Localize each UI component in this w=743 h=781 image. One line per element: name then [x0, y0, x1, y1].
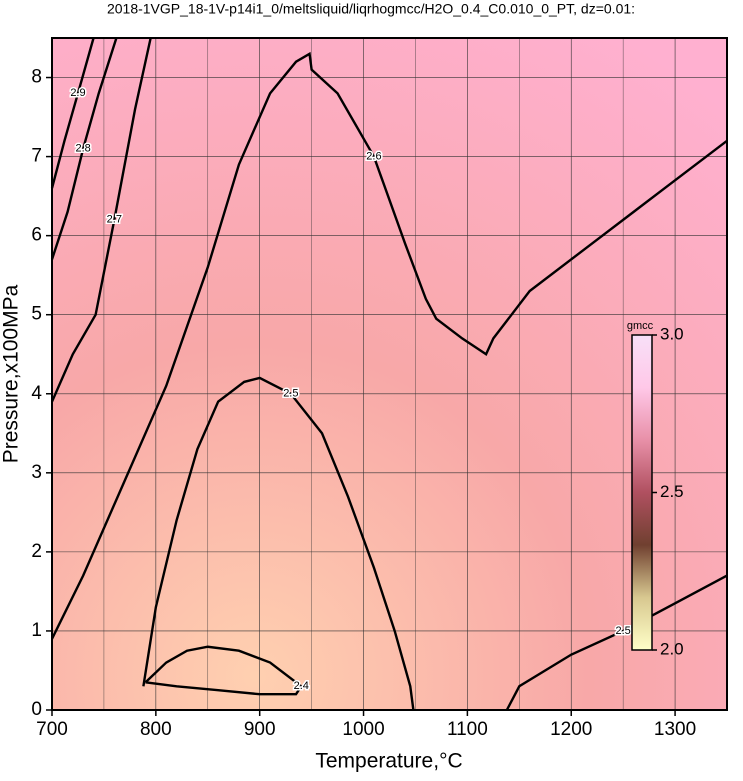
colorbar: gmcc 2.0 2.5 3.0: [627, 320, 684, 659]
x-tick-label: 1300: [654, 719, 696, 740]
plot-background: [52, 38, 727, 710]
plot-frame: [51, 37, 728, 711]
contour-label: 2.7: [107, 214, 122, 226]
contour-line: [50, 37, 118, 260]
y-tick-label: 7: [31, 146, 42, 167]
contour-label: 2.4: [294, 680, 309, 692]
y-tick-label: 5: [31, 304, 42, 325]
y-tick-label: 3: [31, 462, 42, 483]
y-tick-label: 6: [31, 225, 42, 246]
contours: 2.6 2.5 2.4 2.5 2.7 2.8 2.9: [50, 37, 728, 711]
contour-line: [50, 37, 152, 403]
contour-line: [142, 376, 415, 711]
colorbar-scale: [631, 334, 653, 651]
chart-title: 2018-1VGP_18-1V-p14i1_0/meltsliquid/liqr…: [107, 1, 635, 17]
x-tick-label: 1200: [550, 719, 592, 740]
contour-line: [144, 645, 303, 696]
y-tick-label: 2: [31, 541, 42, 562]
grid: 700 800 900 1000 1100 1200 1300 0 1 2 3 4 5 6 7 8: [31, 38, 727, 740]
contour-label: 2.8: [76, 143, 91, 155]
contour-label: 2.5: [616, 625, 631, 637]
x-tick-label: 1000: [342, 719, 384, 740]
x-tick-label: 700: [36, 719, 68, 740]
y-axis-label: Pressure,x100MPa: [0, 284, 23, 463]
contour-line: [50, 51, 728, 640]
x-tick-label: 1100: [447, 719, 488, 740]
contour-label: 2.5: [283, 388, 298, 400]
y-tick-label: 1: [31, 620, 42, 641]
y-tick-label: 4: [31, 383, 42, 404]
contour-label: 2.6: [366, 150, 381, 162]
colorbar-tick-label: 2.5: [660, 482, 684, 501]
colorbar-tick-label: 3.0: [660, 324, 684, 343]
contour-line: [50, 37, 95, 189]
y-tick-label: 8: [31, 67, 42, 88]
contour-line: [505, 574, 728, 711]
x-axis-label: Temperature,°C: [315, 750, 462, 773]
x-tick-label: 900: [244, 719, 276, 740]
contour-label: 2.9: [70, 87, 85, 99]
x-tick-label: 800: [140, 719, 172, 740]
y-tick-label: 0: [31, 699, 42, 720]
colorbar-tick-label: 2.0: [660, 639, 684, 658]
colorbar-label: gmcc: [627, 320, 654, 332]
